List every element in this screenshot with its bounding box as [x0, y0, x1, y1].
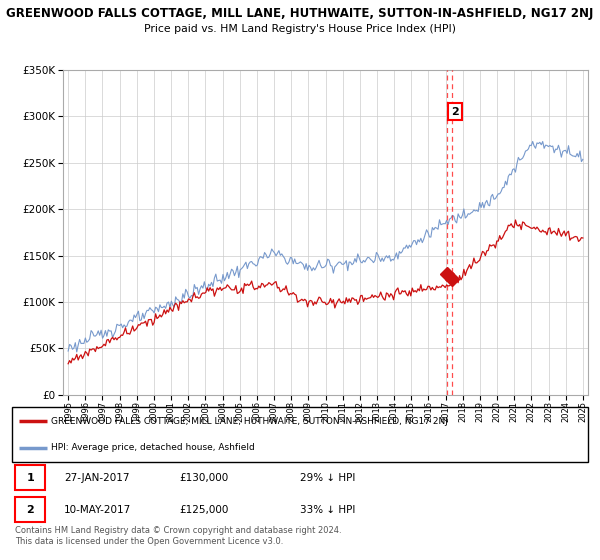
Text: HPI: Average price, detached house, Ashfield: HPI: Average price, detached house, Ashf… — [51, 443, 255, 452]
Text: 2: 2 — [26, 505, 34, 515]
FancyBboxPatch shape — [16, 497, 46, 522]
Text: £130,000: £130,000 — [179, 473, 228, 483]
Text: GREENWOOD FALLS COTTAGE, MILL LANE, HUTHWAITE, SUTTON-IN-ASHFIELD, NG17 2NJ: GREENWOOD FALLS COTTAGE, MILL LANE, HUTH… — [51, 417, 448, 426]
Text: 29% ↓ HPI: 29% ↓ HPI — [300, 473, 355, 483]
Text: 1: 1 — [26, 473, 34, 483]
Text: £125,000: £125,000 — [179, 505, 229, 515]
Text: GREENWOOD FALLS COTTAGE, MILL LANE, HUTHWAITE, SUTTON-IN-ASHFIELD, NG17 2NJ: GREENWOOD FALLS COTTAGE, MILL LANE, HUTH… — [7, 7, 593, 20]
Text: 10-MAY-2017: 10-MAY-2017 — [64, 505, 131, 515]
Text: Price paid vs. HM Land Registry's House Price Index (HPI): Price paid vs. HM Land Registry's House … — [144, 24, 456, 34]
FancyBboxPatch shape — [16, 465, 46, 491]
Text: Contains HM Land Registry data © Crown copyright and database right 2024.
This d: Contains HM Land Registry data © Crown c… — [15, 526, 341, 546]
Text: 33% ↓ HPI: 33% ↓ HPI — [300, 505, 355, 515]
Text: 2: 2 — [451, 107, 459, 117]
Text: 27-JAN-2017: 27-JAN-2017 — [64, 473, 130, 483]
